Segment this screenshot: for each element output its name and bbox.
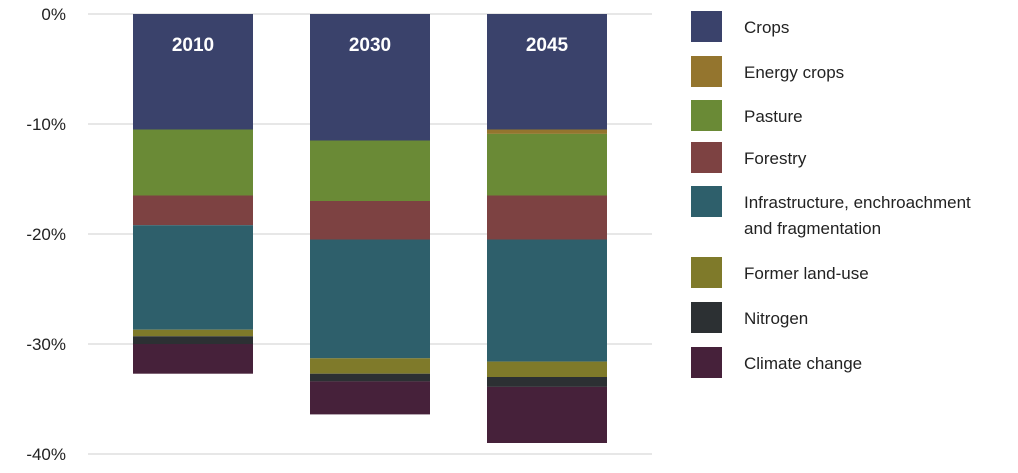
bar-segment xyxy=(133,329,253,337)
legend-label: Crops xyxy=(744,18,789,37)
legend-swatch xyxy=(691,186,722,217)
legend-swatch xyxy=(691,302,722,333)
legend-label: Infrastructure, enchroachment xyxy=(744,193,971,212)
y-tick-label: -40% xyxy=(26,445,66,464)
bar-segment xyxy=(133,195,253,226)
bar-segment xyxy=(487,361,607,377)
bar-segment xyxy=(310,201,430,240)
category-labels: 2010 2030 2045 xyxy=(172,35,569,56)
bar-segment xyxy=(310,358,430,374)
legend-label: Energy crops xyxy=(744,63,844,82)
bar-segment xyxy=(310,239,430,359)
y-tick-label: 0% xyxy=(41,5,66,24)
category-label: 2030 xyxy=(349,35,391,56)
legend-label: Forestry xyxy=(744,149,807,168)
bar-segment xyxy=(487,386,607,443)
bar-segment xyxy=(487,377,607,387)
legend-label: Nitrogen xyxy=(744,309,808,328)
bar-segment xyxy=(133,336,253,344)
legend-swatch xyxy=(691,142,722,173)
bar-segment xyxy=(310,14,430,141)
legend-swatch xyxy=(691,56,722,87)
legend-label: Pasture xyxy=(744,107,803,126)
y-tick-label: -10% xyxy=(26,115,66,134)
y-tick-label: -30% xyxy=(26,335,66,354)
y-tick-label: -20% xyxy=(26,225,66,244)
bar-segment xyxy=(133,225,253,330)
bar-segment xyxy=(310,140,430,201)
category-label: 2010 xyxy=(172,35,214,56)
legend-swatch xyxy=(691,257,722,288)
bar-segment xyxy=(133,14,253,130)
bar-segment xyxy=(133,129,253,196)
legend-label: Climate change xyxy=(744,354,862,373)
bar-segment xyxy=(487,239,607,362)
legend-label: and fragmentation xyxy=(744,219,881,238)
legend-label: Former land-use xyxy=(744,264,869,283)
legend-swatch xyxy=(691,347,722,378)
bar-segment xyxy=(310,381,430,415)
bar-segment xyxy=(310,373,430,382)
y-axis-tick-labels: 0% -10% -20% -30% -40% xyxy=(26,5,66,464)
legend: Crops Energy crops Pasture Forestry Infrastr… xyxy=(691,11,971,378)
bars xyxy=(133,14,607,443)
bar-segment xyxy=(487,129,607,134)
legend-swatch xyxy=(691,11,722,42)
bar-segment xyxy=(487,133,607,196)
category-label: 2045 xyxy=(526,35,569,56)
legend-swatch xyxy=(691,100,722,131)
bar-segment xyxy=(487,195,607,240)
bar-segment xyxy=(133,344,253,374)
bar-segment xyxy=(487,14,607,130)
